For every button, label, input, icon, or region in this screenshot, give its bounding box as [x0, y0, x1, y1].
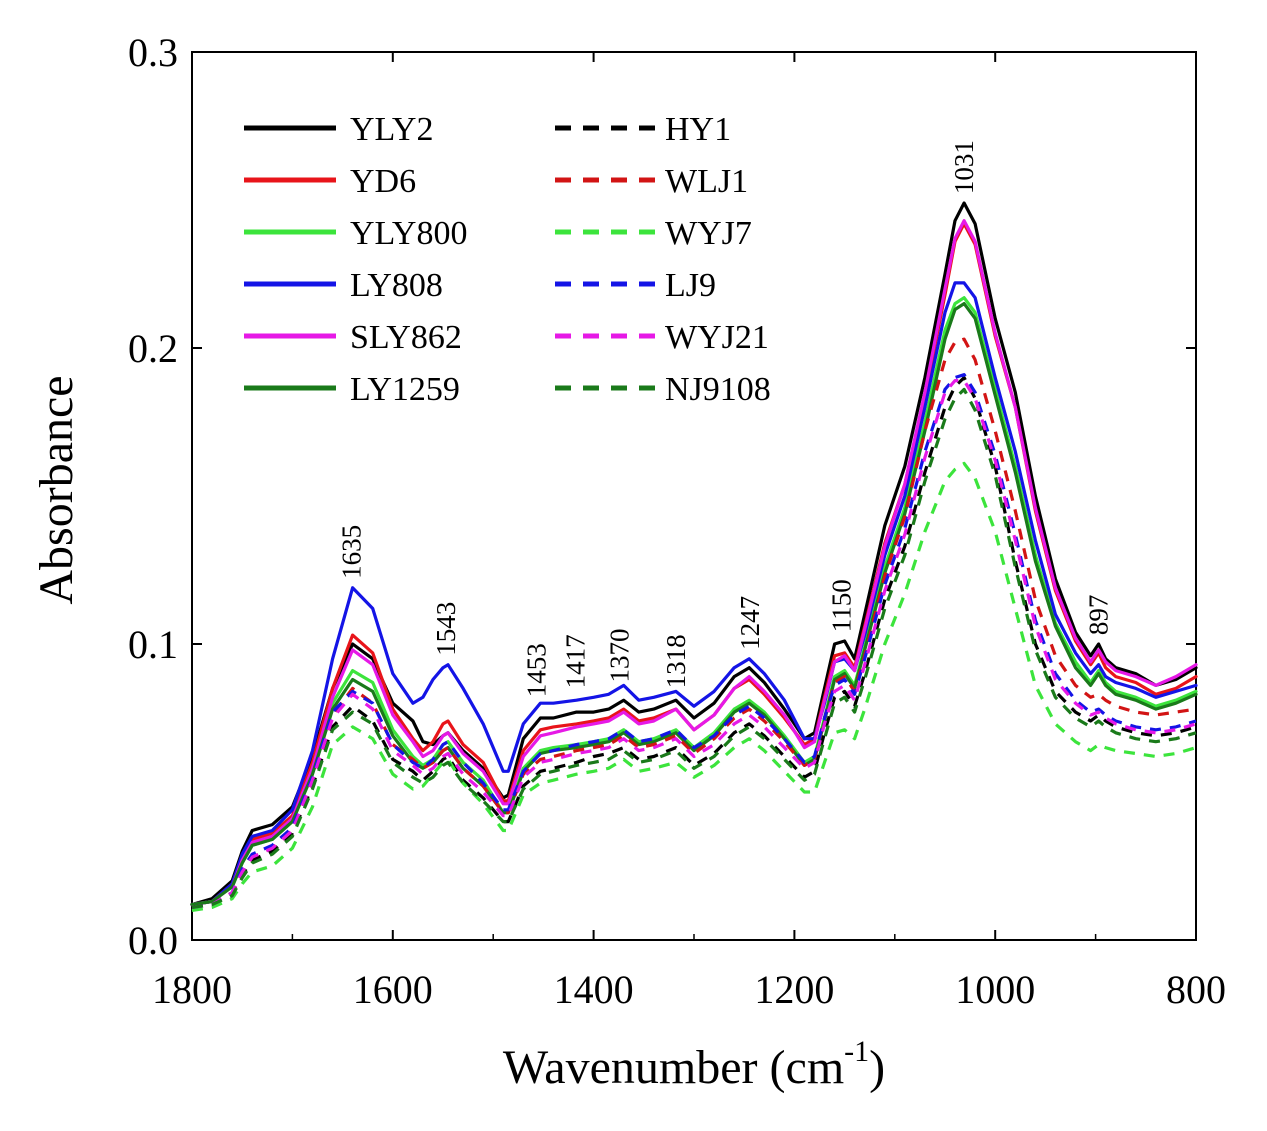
legend-label-yd6: YD6 — [350, 163, 416, 200]
series-line-nj9108 — [191, 387, 1197, 909]
axis-ticks: 1800 1600 1400 1200 1000 800 0.0 0.1 0.2 0.3 — [128, 30, 1226, 1012]
legend-label-yly2: YLY2 — [350, 111, 433, 148]
peak-label-1031: 1031 — [949, 140, 979, 194]
peak-label-1453: 1453 — [521, 643, 551, 697]
series-layer — [190, 201, 1198, 912]
legend-label-sly862: SLY862 — [350, 319, 462, 356]
legend-label-hy1: HY1 — [665, 111, 731, 148]
peak-label-1247: 1247 — [735, 596, 765, 650]
legend-label-wyj7: WYJ7 — [665, 215, 752, 252]
series-line-lj9 — [191, 373, 1197, 909]
x-tick-label: 1200 — [754, 967, 834, 1012]
y-tick-label: 0.0 — [128, 918, 178, 963]
legend-label-wlj1: WLJ1 — [665, 163, 748, 200]
peak-annotations: 1635 1543 1453 1417 1370 1318 1247 1150 1031 897 — [337, 140, 1114, 697]
x-axis-title-close: ) — [869, 1041, 885, 1094]
series-line-ly1259 — [190, 302, 1198, 907]
legend-label-wyj21: WYJ21 — [665, 319, 769, 356]
x-tick-label: 1600 — [353, 967, 433, 1012]
series-line-wlj1 — [191, 337, 1197, 909]
peak-label-1370: 1370 — [605, 629, 635, 683]
peak-label-1417: 1417 — [561, 634, 591, 688]
x-axis-title-main: Wavenumber (cm — [503, 1041, 844, 1094]
peak-label-1150: 1150 — [827, 579, 857, 632]
x-tick-label: 1800 — [152, 967, 232, 1012]
legend-label-lj9: LJ9 — [665, 267, 716, 304]
peak-label-897: 897 — [1084, 595, 1114, 636]
series-line-sly862 — [190, 219, 1198, 907]
legend-label-yly800: YLY800 — [350, 215, 467, 252]
y-axis-title: Absorbance — [30, 375, 83, 604]
x-tick-label: 800 — [1166, 967, 1226, 1012]
x-axis-title-sup: -1 — [844, 1035, 869, 1068]
x-tick-label: 1000 — [955, 967, 1035, 1012]
series-line-wyj21 — [191, 379, 1197, 909]
series-line-wyj7 — [191, 461, 1197, 912]
x-axis-title: Wavenumber (cm-1) — [503, 1035, 885, 1094]
y-tick-label: 0.1 — [128, 622, 178, 667]
legend-label-ly808: LY808 — [350, 267, 443, 304]
legend-label-nj9108: NJ9108 — [665, 371, 771, 408]
x-tick-label: 1400 — [554, 967, 634, 1012]
legend-label-ly1259: LY1259 — [350, 371, 460, 408]
y-tick-label: 0.3 — [128, 30, 178, 75]
series-line-ly808 — [190, 281, 1198, 907]
peak-label-1635: 1635 — [337, 525, 367, 579]
y-tick-label: 0.2 — [128, 326, 178, 371]
peak-label-1318: 1318 — [661, 634, 691, 688]
legend: YLY2 YD6 YLY800 LY808 SLY862 LY1259 HY1 WLJ1 WYJ… — [244, 111, 771, 408]
peak-label-1543: 1543 — [431, 602, 461, 656]
